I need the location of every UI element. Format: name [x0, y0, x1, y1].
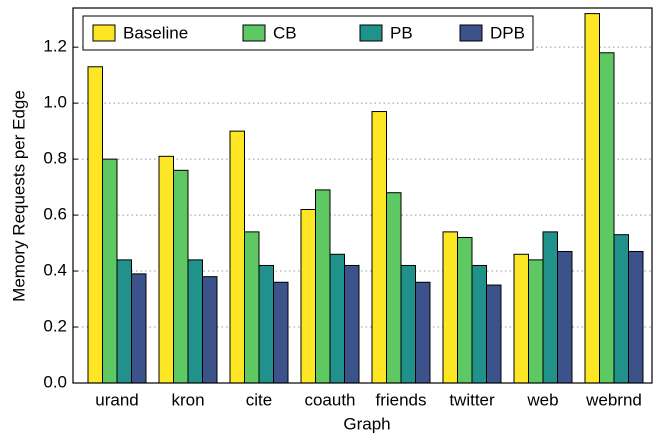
x-tick-label: webrnd — [585, 390, 642, 409]
bar — [187, 259, 203, 384]
bar — [542, 231, 558, 384]
bar — [273, 281, 289, 384]
y-tick-label: 0.0 — [43, 372, 67, 391]
legend-label: PB — [390, 23, 413, 42]
bar — [613, 234, 629, 384]
legend-label: Baseline — [123, 23, 188, 42]
x-tick-label: twitter — [449, 390, 495, 409]
bar — [628, 250, 644, 384]
legend-swatch — [459, 24, 483, 42]
y-tick-label: 0.6 — [43, 205, 67, 224]
y-tick-label: 0.2 — [43, 317, 67, 336]
bar — [457, 236, 473, 384]
legend-swatch — [92, 24, 116, 42]
legend-swatch — [242, 24, 266, 42]
bar — [258, 264, 274, 384]
bar — [116, 259, 132, 384]
bar — [202, 276, 218, 384]
x-tick-label: urand — [95, 390, 138, 409]
bar — [386, 192, 402, 384]
bar — [329, 253, 345, 384]
y-tick-label: 1.2 — [43, 37, 67, 56]
bar — [300, 208, 316, 384]
bar — [173, 169, 189, 384]
bar — [344, 264, 360, 384]
x-tick-label: cite — [246, 390, 272, 409]
bar — [442, 231, 458, 384]
bar — [599, 52, 615, 384]
x-tick-label: coauth — [304, 390, 355, 409]
x-tick-label: friends — [375, 390, 426, 409]
y-tick-label: 0.4 — [43, 261, 67, 280]
bar — [102, 158, 118, 384]
legend-swatch — [359, 24, 383, 42]
legend-box — [82, 15, 534, 51]
bar — [415, 281, 431, 384]
legend-label: DPB — [490, 23, 525, 42]
bar — [513, 253, 529, 384]
x-axis-label: Graph — [343, 414, 390, 433]
bar — [244, 231, 260, 384]
bar — [315, 189, 331, 384]
bar — [87, 66, 103, 384]
bar — [229, 130, 245, 384]
plot-frame — [72, 7, 653, 384]
bar — [131, 273, 147, 384]
legend-label: CB — [273, 23, 297, 42]
y-tick-label: 1.0 — [43, 93, 67, 112]
bar — [486, 284, 502, 384]
bar — [557, 250, 573, 384]
x-tick-label: web — [526, 390, 558, 409]
bar — [584, 13, 600, 384]
bar — [158, 155, 174, 384]
y-axis-label: Memory Requests per Edge — [9, 90, 28, 302]
x-tick-label: kron — [171, 390, 204, 409]
y-tick-label: 0.8 — [43, 149, 67, 168]
bar — [471, 264, 487, 384]
bar — [400, 264, 416, 384]
bar — [371, 111, 387, 384]
bar — [528, 259, 544, 384]
